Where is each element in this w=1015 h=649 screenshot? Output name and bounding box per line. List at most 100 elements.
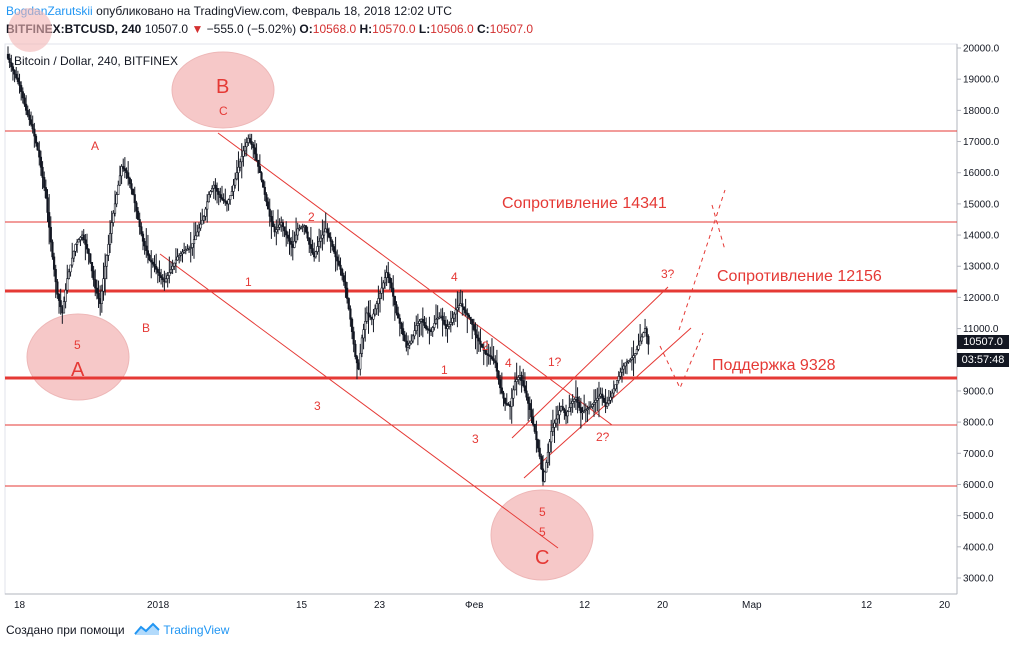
candle-body [311,248,314,254]
price-tick-label: 19000.0 [963,75,1000,86]
candle-body [132,188,135,195]
candle-body [555,418,558,424]
candle-body [120,166,123,177]
candle-body [466,312,469,316]
candle-body [130,183,133,190]
last-price: 10507.0 [144,22,189,36]
candle-body [115,194,118,205]
candle-body [607,399,610,404]
candle-body [494,360,497,364]
candle-body [79,237,82,241]
close-label: C: [476,22,490,36]
candle-body [647,336,650,345]
candle-body [482,346,485,351]
wave-label: 2 [308,210,315,224]
candle-body [587,407,591,409]
candle-body [178,255,181,258]
candle-body [329,236,332,242]
candle-body [505,403,508,405]
candle-body [426,328,429,330]
candle-body [400,323,403,329]
candle-body [89,253,92,263]
candle-body [576,396,579,403]
candle-body [59,300,62,308]
candle-body [611,392,614,398]
candle-body [642,332,645,338]
down-arrow-icon: ▼ [191,22,204,36]
candle-body [339,264,342,270]
candle-body [609,396,612,401]
candle-body [155,265,158,270]
candle-body [403,334,406,342]
price-axis[interactable]: 20000.0 19000.0 18000.0 17000.0 16000.0 15000… [957,44,1000,585]
candle-body [306,231,309,239]
candle-body [51,241,54,258]
candle-body [566,411,569,417]
high-value: 10570.0 [372,22,416,36]
candle-body [234,178,237,186]
candle-body [362,329,365,339]
candle-body [467,314,471,318]
candle-body [237,166,240,174]
candle-body [367,312,370,316]
time-label: Мар [742,600,762,611]
candle-body [230,191,233,196]
last-price-box: 10507.0 [957,335,1009,349]
candle-body [25,103,28,111]
candle-body [592,402,596,405]
candle-body [584,409,587,411]
candle-body [102,278,105,292]
candle-body [453,313,456,319]
candle-body [240,156,243,163]
candle-body [10,62,13,68]
candle-body [499,379,502,389]
candle-body [48,212,51,228]
candle-body [211,187,214,192]
candle-body [573,398,576,402]
price-tick-label: 8000.0 [963,418,994,429]
candle-body [258,166,261,174]
candle-body [227,199,230,205]
candle-body [416,323,419,326]
candle-body [408,342,411,346]
candle-body [245,142,248,148]
candle-body [446,326,449,329]
candle-body [57,293,61,301]
price-tick-label: 17000.0 [963,137,1000,148]
candle-body [492,358,495,362]
candle-body [90,262,94,272]
candle-body [331,240,334,247]
candle-body [268,208,271,217]
candle-body [56,281,59,295]
candle-body [285,230,288,236]
candle-body [448,324,451,327]
candle-body [219,194,222,198]
time-label: 2018 [147,600,170,611]
time-label: Фев [465,600,483,611]
candle-body [512,389,515,399]
candle-body [283,226,286,232]
candle-body [342,275,345,283]
candle-body [220,197,224,200]
tradingview-logo-icon[interactable] [128,622,163,637]
candle-body [97,292,100,299]
candle-body [127,172,130,179]
candle-body [629,359,632,362]
candle-body [202,216,205,221]
candle-body [413,330,416,337]
candle-body [11,66,15,71]
wave-b-circle [171,51,275,129]
wave-label: A [91,139,99,153]
candle-body [232,184,235,192]
candle-body [586,408,589,410]
time-axis[interactable]: 18 2018 15 23 Фев 12 20 Мар 12 20 [14,600,951,611]
candle-body [243,146,247,152]
wave-label: 5 [539,505,546,519]
candle-body [41,166,44,178]
candle-body [619,371,622,377]
candle-body [235,172,238,180]
tradingview-link[interactable]: TradingView [163,623,230,637]
candle-body [141,233,145,242]
candle-body [176,256,179,261]
